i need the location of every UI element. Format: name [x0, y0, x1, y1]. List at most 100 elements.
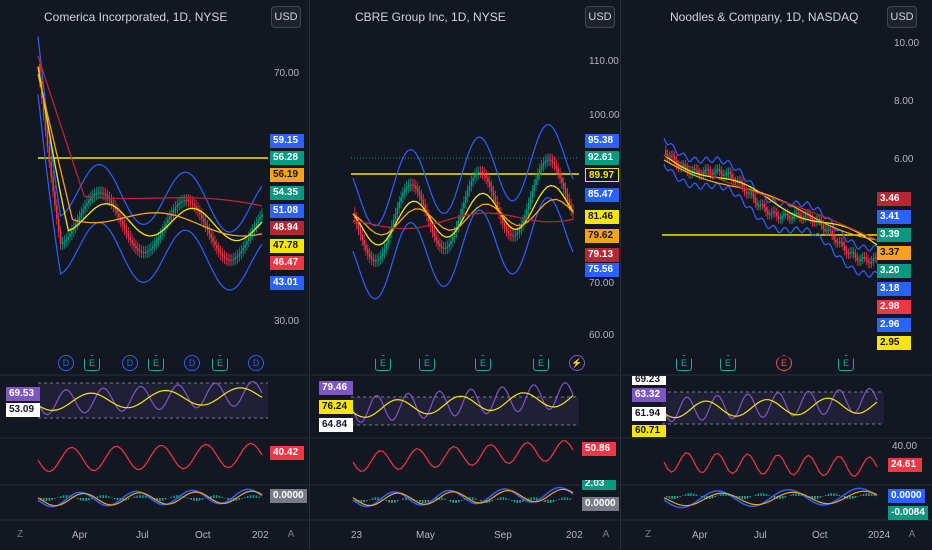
histogram-bar: [765, 494, 768, 496]
candle-body: [829, 229, 832, 231]
candle-body: [799, 214, 801, 218]
auto-scale-icon[interactable]: A: [602, 529, 610, 540]
earnings-event-icon[interactable]: E: [533, 355, 549, 371]
candle-body: [514, 234, 517, 236]
chart-canvas[interactable]: [622, 0, 932, 550]
histogram-bar: [136, 495, 139, 498]
histogram-bar: [377, 497, 379, 500]
candle-body: [437, 240, 439, 244]
osc-axis-label: 40.00: [892, 441, 918, 452]
dividend-event-icon[interactable]: D: [58, 355, 74, 371]
price-badge: 3.41: [877, 210, 911, 224]
candle-body: [849, 252, 851, 254]
earnings-event-icon[interactable]: E: [375, 355, 391, 371]
candle-body: [135, 245, 137, 249]
earnings-event-icon[interactable]: E: [84, 355, 100, 371]
histogram-bar: [497, 498, 499, 500]
candle-body: [187, 200, 190, 202]
candle-body: [142, 252, 145, 254]
chart-panel-comerica[interactable]: Comerica Incorporated, 1D, NYSE USD 70.0…: [0, 0, 310, 550]
candle-body: [729, 172, 732, 175]
candle-body: [851, 251, 853, 253]
currency-button[interactable]: USD: [585, 6, 615, 28]
histogram-bar: [88, 498, 90, 501]
histogram-bar: [444, 498, 446, 500]
candle-body: [513, 235, 515, 237]
time-label: Sep: [494, 530, 512, 541]
histogram-bar: [105, 495, 107, 498]
zoom-icon[interactable]: Z: [16, 529, 24, 540]
candle-body: [240, 250, 243, 254]
candle-body: [435, 236, 437, 241]
rsi-badge: 53.09: [6, 403, 40, 417]
earnings-event-icon[interactable]: E: [838, 355, 854, 371]
chart-panel-cbre[interactable]: CBRE Group Inc, 1D, NYSE USD 110.00 100.…: [311, 0, 621, 550]
currency-button[interactable]: USD: [271, 6, 301, 28]
earnings-event-icon[interactable]: E: [419, 355, 435, 371]
candle-body: [261, 214, 263, 217]
histogram-bar: [530, 497, 533, 500]
rsi-badge: 64.84: [319, 418, 353, 432]
candle-body: [385, 243, 388, 249]
histogram-bar: [227, 498, 229, 500]
histogram-bar: [491, 500, 494, 502]
auto-scale-icon[interactable]: A: [287, 529, 295, 540]
candle-body: [396, 207, 399, 214]
candle-body: [553, 162, 556, 166]
histogram-bar: [522, 500, 524, 502]
candle-body: [424, 204, 426, 211]
zoom-icon[interactable]: Z: [644, 529, 652, 540]
candle-body: [439, 243, 441, 247]
candle-body: [561, 177, 563, 184]
histogram-bar: [102, 495, 105, 498]
chart-title: Comerica Incorporated, 1D, NYSE: [44, 10, 228, 24]
earnings-event-icon[interactable]: E: [676, 355, 692, 371]
histogram-bar: [391, 500, 393, 503]
candle-body: [682, 165, 685, 167]
histogram-bar: [519, 500, 521, 503]
histogram-bar: [784, 496, 787, 498]
histogram-bar: [833, 493, 835, 496]
earnings-event-icon[interactable]: E: [720, 355, 736, 371]
histogram-bar: [161, 498, 164, 501]
candle-body: [180, 201, 182, 204]
candle-body: [529, 197, 532, 204]
candle-body: [494, 196, 497, 203]
candle-body: [809, 215, 812, 219]
candles: [39, 58, 263, 267]
candle-body: [557, 168, 560, 174]
histogram-bar: [195, 498, 198, 501]
candle-body: [852, 251, 855, 254]
dividend-event-icon[interactable]: D: [184, 355, 200, 371]
earnings-event-icon[interactable]: E: [148, 355, 164, 371]
price-badge: 3.46: [877, 192, 911, 206]
earnings-event-icon[interactable]: E: [475, 355, 491, 371]
histogram-bar: [133, 496, 136, 498]
candle-body: [747, 193, 749, 195]
chart-canvas[interactable]: [0, 0, 310, 550]
currency-button[interactable]: USD: [887, 6, 917, 28]
earnings-event-icon[interactable]: E: [776, 355, 792, 371]
candle-body: [795, 212, 798, 214]
candle-body: [858, 260, 860, 262]
dividend-event-icon[interactable]: D: [122, 355, 138, 371]
candle-body: [505, 227, 508, 231]
chart-panel-noodles[interactable]: Noodles & Company, 1D, NASDAQ USD 10.00 …: [622, 0, 932, 550]
histogram-bar: [474, 498, 477, 500]
candle-body: [427, 215, 430, 222]
candle-body: [433, 231, 436, 237]
candle-body: [440, 246, 443, 248]
earnings-event-icon[interactable]: E: [212, 355, 228, 371]
dividend-event-icon[interactable]: D: [248, 355, 264, 371]
split-event-icon[interactable]: ⚡: [569, 355, 585, 371]
candle-body: [468, 185, 471, 191]
price-badge: 47.78: [270, 239, 304, 253]
chart-canvas[interactable]: [311, 0, 621, 550]
candle-body: [540, 165, 543, 170]
candle-body: [123, 225, 126, 230]
histogram-bar: [561, 497, 563, 500]
histogram-bar: [59, 496, 62, 498]
auto-scale-icon[interactable]: A: [908, 529, 916, 540]
histogram-bar: [363, 500, 365, 503]
price-badge: 92.61: [585, 151, 619, 165]
